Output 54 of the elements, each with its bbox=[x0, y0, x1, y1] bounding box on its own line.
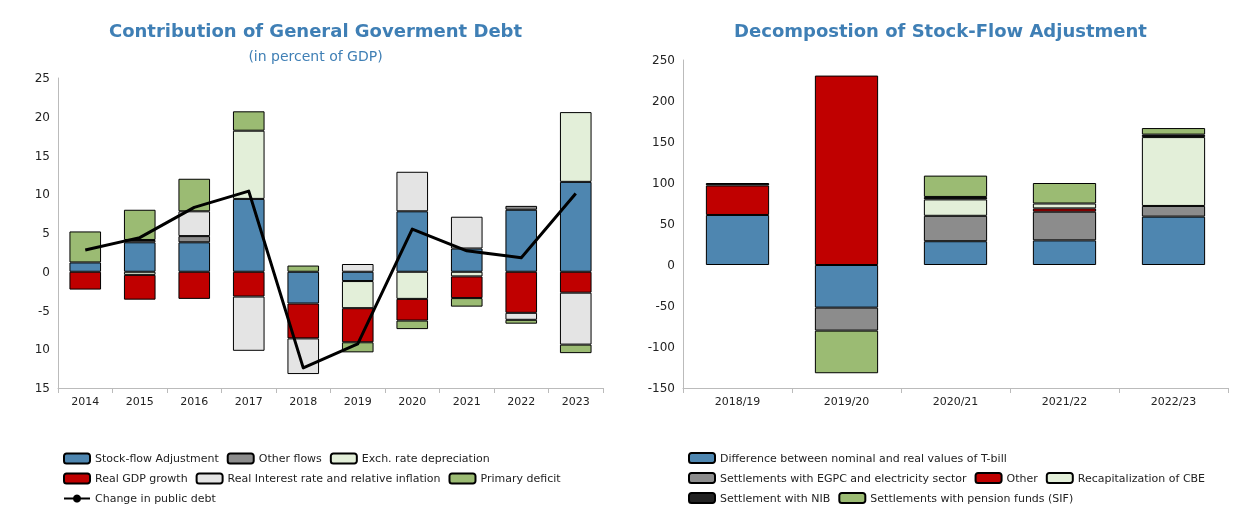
x-tick-label: 2015 bbox=[125, 395, 154, 408]
y-tick-label: 150 bbox=[652, 135, 675, 149]
bar bbox=[123, 209, 156, 240]
chart-subtitle: (in percent of GDP) bbox=[248, 48, 383, 64]
x-tick-label: 2019 bbox=[343, 395, 372, 408]
y-tick-label: -150 bbox=[647, 381, 675, 395]
x-tick-label: 2022/23 bbox=[1150, 395, 1197, 408]
x-tick-label: 2022 bbox=[507, 395, 536, 408]
chart-title: Decompostion of Stock-Flow Adjustment bbox=[734, 19, 1148, 41]
legend-label: Primary deficit bbox=[480, 472, 562, 485]
legend-label: Stock-flow Adjustment bbox=[95, 452, 220, 465]
x-tick-label: 2018/19 bbox=[714, 395, 761, 408]
legend-label: Recapitalization of CBE bbox=[1077, 471, 1206, 485]
y-tick-label: 25 bbox=[34, 71, 50, 85]
x-tick-label: 2021 bbox=[452, 395, 481, 408]
legend-label: Real Interest rate and relative inflation bbox=[227, 472, 441, 485]
bar bbox=[123, 242, 156, 272]
y-tick-label: 250 bbox=[652, 53, 675, 67]
y-tick-label: 5 bbox=[42, 226, 50, 240]
y-tick-label: -100 bbox=[647, 340, 675, 354]
x-tick-label: 2019/20 bbox=[823, 395, 870, 408]
legend-label: Other bbox=[1006, 471, 1039, 485]
x-tick-label: 2017 bbox=[234, 395, 263, 408]
legend-label: Settlements with EGPC and electricity sector bbox=[720, 471, 968, 485]
y-tick-label: -5 bbox=[38, 303, 50, 318]
legend-label: Settlement with NIB bbox=[720, 491, 831, 505]
x-tick-label: 2023 bbox=[561, 395, 590, 408]
y-tick-label: 200 bbox=[652, 94, 675, 108]
y-tick-label: 100 bbox=[652, 176, 675, 190]
y-tick-label: 50 bbox=[659, 217, 675, 231]
y-tick-label: -50 bbox=[655, 299, 675, 313]
x-tick-label: 2018 bbox=[289, 395, 318, 408]
legend-label: Change in public debt bbox=[95, 492, 217, 505]
y-tick-label: 10 bbox=[34, 187, 50, 202]
bar bbox=[1141, 128, 1206, 135]
x-tick-label: 2016 bbox=[180, 395, 209, 408]
x-tick-label: 2020 bbox=[398, 395, 427, 408]
x-tick-label: 2014 bbox=[71, 395, 100, 408]
y-tick-label: 0 bbox=[667, 258, 675, 272]
legend-label: Other flows bbox=[258, 452, 323, 465]
y-tick-label: 20 bbox=[34, 109, 50, 124]
legend-label: Real GDP growth bbox=[95, 472, 188, 485]
legend-label: Difference between nominal and real values of T-bill bbox=[720, 451, 1007, 465]
bar bbox=[923, 175, 988, 197]
x-tick-label: 2021/22 bbox=[1041, 395, 1088, 408]
chart-title: Contribution of General Goverment Debt bbox=[108, 19, 523, 41]
y-tick-label: 10 bbox=[34, 342, 50, 357]
y-tick-label: 0 bbox=[42, 264, 50, 279]
bar bbox=[123, 274, 156, 300]
x-tick-label: 2020/21 bbox=[932, 395, 979, 408]
legend-label: Exch. rate depreciation bbox=[361, 452, 490, 465]
y-tick-label: 15 bbox=[34, 381, 50, 395]
y-tick-label: 15 bbox=[34, 148, 50, 163]
legend-label: Settlements with pension funds (SIF) bbox=[870, 491, 1074, 505]
